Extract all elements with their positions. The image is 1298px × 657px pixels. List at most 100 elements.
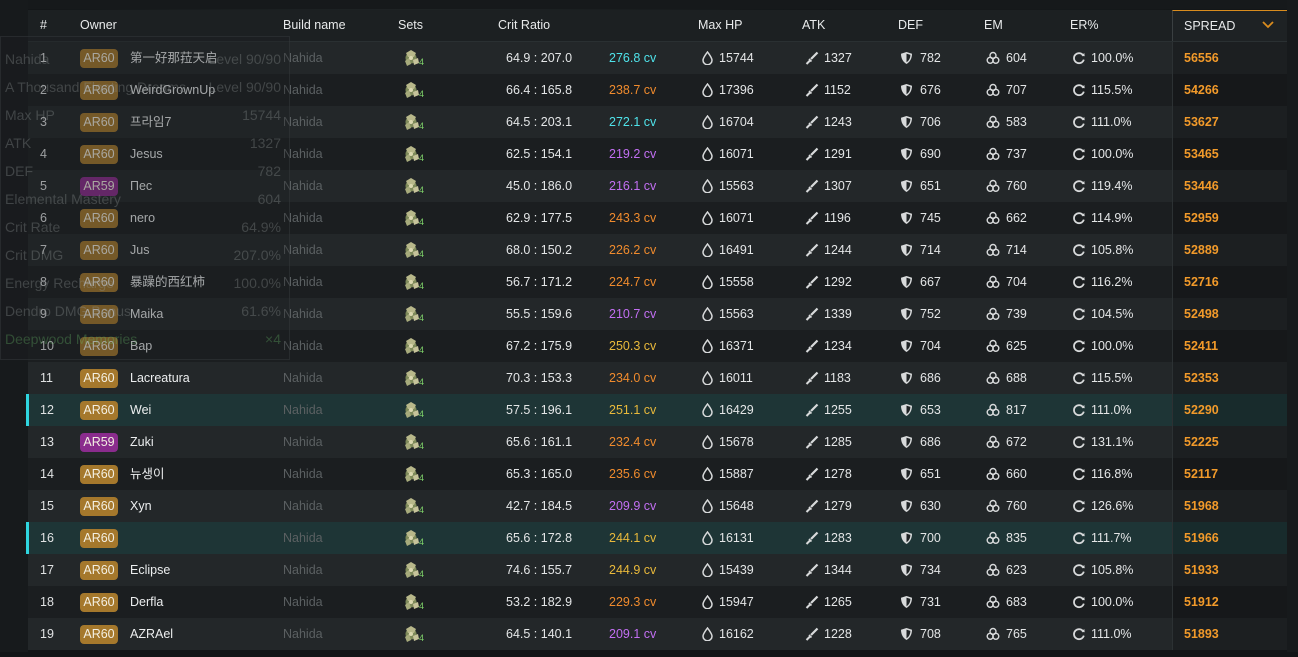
header-max-hp[interactable]: Max HP bbox=[698, 18, 743, 32]
owner-name[interactable]: Maika bbox=[130, 307, 164, 321]
artifact-set[interactable]: 4 bbox=[402, 465, 426, 485]
def-value: 782 bbox=[920, 51, 941, 65]
spread-column-bg bbox=[1172, 362, 1287, 394]
em-atom-icon bbox=[986, 499, 1000, 513]
table-row[interactable]: 10 AR60 Bap Nahida 4 67.2 : 175.9 250.3 … bbox=[28, 330, 1287, 362]
selected-row-marker bbox=[26, 394, 29, 426]
er-value: 111.0% bbox=[1091, 403, 1132, 417]
artifact-set[interactable]: 4 bbox=[402, 177, 426, 197]
owner-name[interactable]: Bap bbox=[130, 339, 153, 353]
table-row[interactable]: 18 AR60 Derfla Nahida 4 53.2 : 182.9 229… bbox=[28, 586, 1287, 618]
table-row[interactable]: 3 AR60 프라임7 Nahida 4 64.5 : 203.1 272.1 … bbox=[28, 106, 1287, 138]
owner-name[interactable]: Zuki bbox=[130, 435, 154, 449]
rank: 9 bbox=[40, 307, 47, 321]
table-row[interactable]: 2 AR60 WeirdGrownUp Nahida 4 66.4 : 165.… bbox=[28, 74, 1287, 106]
deepwood-set-icon bbox=[402, 306, 422, 328]
header-sets[interactable]: Sets bbox=[398, 18, 424, 32]
owner-name[interactable]: 第一好那菈天启 bbox=[130, 51, 218, 65]
header-crit-ratio[interactable]: Crit Ratio bbox=[498, 18, 551, 32]
artifact-set[interactable]: 4 bbox=[402, 209, 426, 229]
header-build-name[interactable]: Build name bbox=[283, 18, 346, 32]
table-row[interactable]: 12 AR60 Wei Nahida 4 57.5 : 196.1 251.1 … bbox=[26, 394, 1287, 426]
deepwood-set-icon bbox=[402, 562, 422, 584]
hp-drop-icon bbox=[701, 626, 714, 642]
crit-value: 234.0 cv bbox=[609, 371, 657, 385]
owner-name[interactable]: Jesus bbox=[130, 147, 163, 161]
header-atk[interactable]: ATK bbox=[802, 18, 826, 32]
owner-name[interactable]: Derfla bbox=[130, 595, 164, 609]
owner-name[interactable]: 프라임7 bbox=[130, 115, 172, 129]
artifact-set[interactable]: 4 bbox=[402, 593, 426, 613]
chevron-down-icon[interactable] bbox=[1261, 18, 1275, 32]
table-row[interactable]: 17 AR60 Eclipse Nahida 4 74.6 : 155.7 24… bbox=[28, 554, 1287, 586]
owner-name[interactable]: Xyn bbox=[130, 499, 152, 513]
table-row[interactable]: 5 AR59 Пес Nahida 4 45.0 : 186.0 216.1 c… bbox=[28, 170, 1287, 202]
artifact-set[interactable]: 4 bbox=[402, 273, 426, 293]
right-scroll-gutter[interactable] bbox=[1287, 0, 1298, 652]
artifact-set[interactable]: 4 bbox=[402, 145, 426, 165]
owner-name[interactable]: 뉴생이 bbox=[130, 467, 165, 481]
def-shield-icon bbox=[900, 531, 913, 545]
header-owner[interactable]: Owner bbox=[80, 18, 117, 32]
table-row[interactable]: 15 AR60 Xyn Nahida 4 42.7 : 184.5 209.9 … bbox=[28, 490, 1287, 522]
spread-column-bg bbox=[1172, 74, 1287, 106]
header-rank[interactable]: # bbox=[40, 18, 47, 32]
header-em[interactable]: EM bbox=[984, 18, 1003, 32]
artifact-set[interactable]: 4 bbox=[402, 625, 426, 645]
artifact-set[interactable]: 4 bbox=[402, 241, 426, 261]
table-row[interactable]: 6 AR60 nero Nahida 4 62.9 : 177.5 243.3 … bbox=[28, 202, 1287, 234]
atk-value: 1344 bbox=[824, 563, 852, 577]
max-hp-value: 16704 bbox=[719, 115, 754, 129]
table-row[interactable]: 4 AR60 Jesus Nahida 4 62.5 : 154.1 219.2… bbox=[28, 138, 1287, 170]
header-def[interactable]: DEF bbox=[898, 18, 923, 32]
owner-name[interactable]: nero bbox=[130, 211, 156, 225]
build-name: Nahida bbox=[283, 595, 323, 609]
artifact-set[interactable]: 4 bbox=[402, 433, 426, 453]
owner-name[interactable]: WeirdGrownUp bbox=[130, 83, 216, 97]
build-name: Nahida bbox=[283, 51, 323, 65]
table-row[interactable]: 9 AR60 Maika Nahida 4 55.5 : 159.6 210.7… bbox=[28, 298, 1287, 330]
artifact-set[interactable]: 4 bbox=[402, 49, 426, 69]
header-er[interactable]: ER% bbox=[1070, 18, 1099, 32]
er-recharge-icon bbox=[1072, 307, 1085, 321]
owner-name[interactable]: AZRAel bbox=[130, 627, 174, 641]
table-row[interactable]: 8 AR60 暴躁的西红柿 Nahida 4 56.7 : 171.2 224.… bbox=[28, 266, 1287, 298]
table-row[interactable]: 13 AR59 Zuki Nahida 4 65.6 : 161.1 232.4… bbox=[28, 426, 1287, 458]
artifact-set[interactable]: 4 bbox=[402, 337, 426, 357]
artifact-set[interactable]: 4 bbox=[402, 113, 426, 133]
artifact-set[interactable]: 4 bbox=[402, 561, 426, 581]
owner-name[interactable]: Пес bbox=[130, 179, 153, 193]
artifact-set[interactable]: 4 bbox=[402, 305, 426, 325]
spread-value: 53627 bbox=[1184, 115, 1219, 129]
owner-name[interactable]: Lacreatura bbox=[130, 371, 190, 385]
header-spread[interactable]: SPREAD bbox=[1172, 10, 1287, 41]
table-row[interactable]: 14 AR60 뉴생이 Nahida 4 65.3 : 165.0 235.6 … bbox=[28, 458, 1287, 490]
table-row[interactable]: 19 AR60 AZRAel Nahida 4 64.5 : 140.1 209… bbox=[28, 618, 1287, 650]
spread-value: 53465 bbox=[1184, 147, 1219, 161]
def-shield-icon bbox=[900, 115, 913, 129]
rank: 2 bbox=[40, 83, 47, 97]
atk-value: 1291 bbox=[824, 147, 852, 161]
table-row[interactable]: 7 AR60 Jus Nahida 4 68.0 : 150.2 226.2 c… bbox=[28, 234, 1287, 266]
table-row[interactable]: 16 AR60 Nahida 4 65.6 : 172.8 244.1 cv 1… bbox=[26, 522, 1287, 554]
er-value: 131.1% bbox=[1091, 435, 1134, 449]
crit-ratio: 70.3 : 153.3 bbox=[506, 371, 573, 385]
artifact-set[interactable]: 4 bbox=[402, 401, 426, 421]
owner-name[interactable]: Wei bbox=[130, 403, 152, 417]
deepwood-set-icon bbox=[402, 530, 422, 552]
build-name: Nahida bbox=[283, 531, 323, 545]
owner-name[interactable]: Eclipse bbox=[130, 563, 171, 577]
artifact-set[interactable]: 4 bbox=[402, 81, 426, 101]
table-row[interactable]: 11 AR60 Lacreatura Nahida 4 70.3 : 153.3… bbox=[28, 362, 1287, 394]
build-name: Nahida bbox=[283, 371, 323, 385]
table-row[interactable]: 1 AR60 第一好那菈天启 Nahida 4 64.9 : 207.0 276… bbox=[28, 42, 1287, 74]
crit-ratio: 64.5 : 140.1 bbox=[506, 627, 573, 641]
owner-name[interactable]: 暴躁的西红柿 bbox=[130, 275, 206, 289]
build-name: Nahida bbox=[283, 179, 323, 193]
owner-name[interactable]: Jus bbox=[130, 243, 150, 257]
em-atom-icon bbox=[986, 115, 1000, 129]
artifact-set[interactable]: 4 bbox=[402, 529, 426, 549]
artifact-set[interactable]: 4 bbox=[402, 497, 426, 517]
artifact-set[interactable]: 4 bbox=[402, 369, 426, 389]
em-value: 660 bbox=[1006, 467, 1027, 481]
